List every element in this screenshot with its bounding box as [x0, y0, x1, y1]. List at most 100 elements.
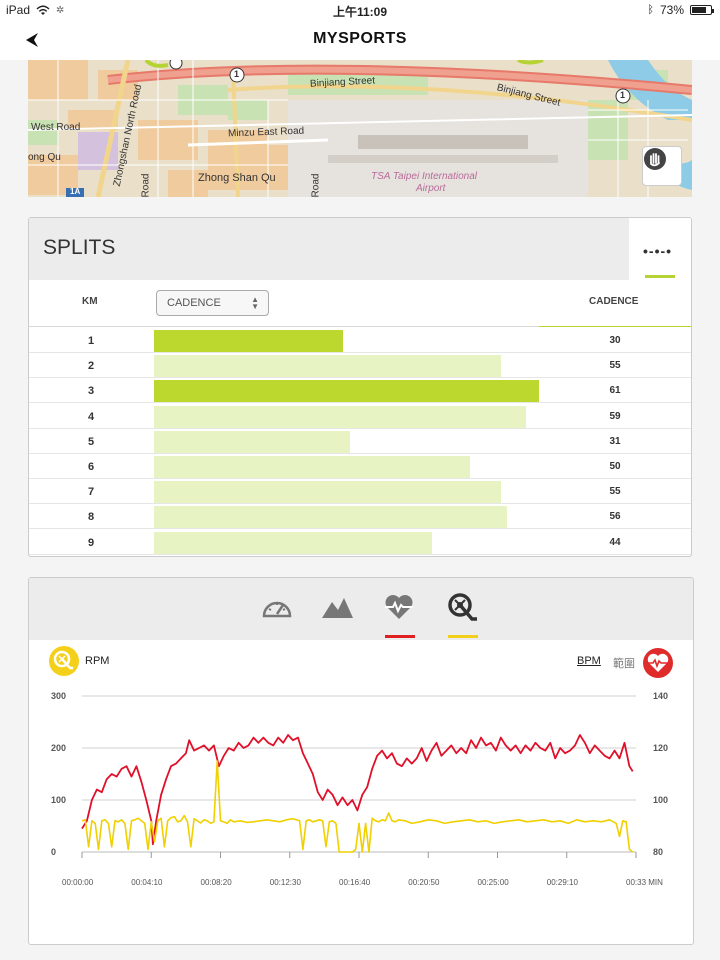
metric-select[interactable]: CADENCE ▲ ▼	[156, 290, 269, 316]
device-name: iPad	[6, 3, 31, 17]
split-bar	[154, 456, 470, 478]
speed-icon	[262, 601, 292, 618]
tab-underline	[385, 635, 415, 638]
splits-panel: SPLITS •-•-• KM CADENCE ▲ ▼ CADENCE 1 30 2 5…	[28, 217, 692, 557]
map-label: 1A	[70, 187, 81, 196]
hand-icon	[644, 148, 666, 170]
split-row: 4 59	[29, 404, 691, 429]
x-tick-label: 00:08:20	[201, 878, 233, 887]
tab-heart-rate[interactable]	[383, 592, 419, 640]
map-pan-button[interactable]	[642, 146, 682, 186]
range-toggle[interactable]: 範圍	[613, 658, 635, 670]
split-row: 3 61	[29, 378, 691, 404]
splits-header: SPLITS •-•-•	[29, 218, 691, 280]
map-label: 1	[234, 69, 240, 79]
header-divider	[29, 326, 691, 327]
rpm-badge	[49, 646, 79, 676]
y-right-tick-label: 80	[653, 847, 663, 857]
tab-elevation[interactable]	[320, 592, 356, 640]
graph-panel: RPM BPM 範圍 0 100 200 300 80 100 120 140 00:00:00…	[28, 577, 694, 945]
split-km: 2	[87, 360, 95, 373]
bpm-badge	[643, 648, 673, 678]
split-km: 5	[87, 435, 95, 448]
y-right-tick-label: 140	[653, 691, 668, 701]
split-value: 56	[609, 511, 621, 523]
split-value: 30	[609, 335, 621, 346]
split-km: 7	[87, 486, 95, 499]
x-tick-label: 00:12:30	[270, 878, 302, 887]
x-tick-label: 00:04:10	[131, 878, 163, 887]
status-right: ᛒ 73%	[647, 3, 714, 17]
map-label: Road	[140, 173, 152, 197]
map-label: Zhong Shan Qu	[198, 172, 276, 184]
split-value: 50	[609, 461, 621, 472]
bpm-toggle[interactable]: BPM	[577, 655, 601, 667]
split-value: 55	[609, 486, 621, 498]
map-label: West Road	[31, 122, 81, 133]
map-label: Airport	[416, 183, 446, 194]
tab-cadence[interactable]	[446, 592, 482, 640]
column-header-km: KM	[82, 296, 98, 307]
y-left-tick-label: 100	[51, 795, 66, 805]
map-label: TSA Taipei International	[371, 171, 477, 182]
y-left-tick-label: 200	[51, 743, 66, 753]
split-bar	[154, 330, 344, 352]
split-bar	[154, 506, 508, 529]
route-map[interactable]: Binjiang Street Binjiang Street West Roa…	[28, 60, 692, 197]
map-label: Road	[310, 173, 322, 197]
battery-percent: 73%	[659, 3, 684, 17]
y-right-tick-label: 120	[653, 743, 668, 753]
bluetooth-icon: ᛒ	[647, 4, 654, 16]
x-tick-label: 00:00:00	[62, 878, 94, 887]
status-left: iPad ✲	[6, 3, 64, 17]
x-tick-label: 00:29:10	[547, 878, 579, 887]
split-value: 55	[609, 360, 621, 372]
activity-chart: 0 100 200 300 80 100 120 140 00:00:00 00:04:10 00:…	[51, 691, 668, 887]
split-row: 1 30	[29, 328, 691, 353]
split-km: 9	[87, 536, 95, 549]
split-bar	[154, 481, 502, 504]
split-value: 44	[609, 536, 621, 548]
split-row: 7 55	[29, 479, 691, 505]
page-title: MYSPORTS	[313, 30, 407, 47]
split-value: 31	[609, 435, 621, 447]
column-header-cadence: CADENCE	[589, 296, 639, 307]
map-label: 1	[620, 90, 626, 100]
x-tick-label: 00:25:00	[478, 878, 510, 887]
split-row: 8 56	[29, 504, 691, 530]
header-accent-line	[539, 326, 691, 327]
rpm-axis-label: RPM	[85, 655, 110, 667]
split-bar	[154, 405, 527, 428]
split-km: 8	[87, 511, 95, 524]
split-km: 1	[87, 335, 95, 347]
x-tick-label: 00:20:50	[408, 878, 440, 887]
series-line-bpm	[81, 734, 634, 846]
status-bar: iPad ✲ 上午11:09 ᛒ 73%	[0, 0, 720, 20]
active-underline	[645, 275, 675, 278]
split-bar	[154, 430, 350, 453]
split-km: 6	[87, 461, 95, 473]
split-value: 59	[609, 410, 621, 422]
splits-title: SPLITS	[43, 236, 116, 259]
split-km: 3	[87, 385, 95, 398]
loading-icon: ✲	[56, 4, 65, 16]
map-label: ong Qu	[28, 152, 61, 163]
split-row: 2 55	[29, 353, 691, 379]
y-left-tick-label: 300	[51, 691, 66, 701]
splits-options-button[interactable]: •-•-•	[629, 218, 691, 280]
graph-tabs	[29, 578, 693, 640]
split-km: 4	[87, 410, 95, 423]
heart-rate-icon	[647, 653, 669, 672]
battery-icon	[690, 5, 714, 15]
split-bar	[154, 531, 432, 554]
tab-speed[interactable]	[261, 592, 297, 640]
cadence-icon	[448, 593, 477, 621]
select-arrows-icon: ▲ ▼	[251, 295, 259, 311]
x-tick-label: 00:16:40	[339, 878, 371, 887]
wifi-icon	[36, 5, 50, 15]
elevation-icon	[322, 598, 353, 618]
x-tick-label: 00:33 MIN	[626, 878, 663, 887]
back-arrow-icon[interactable]	[22, 29, 44, 51]
split-row: 9 44	[29, 530, 691, 555]
status-time: 上午11:09	[332, 5, 388, 19]
